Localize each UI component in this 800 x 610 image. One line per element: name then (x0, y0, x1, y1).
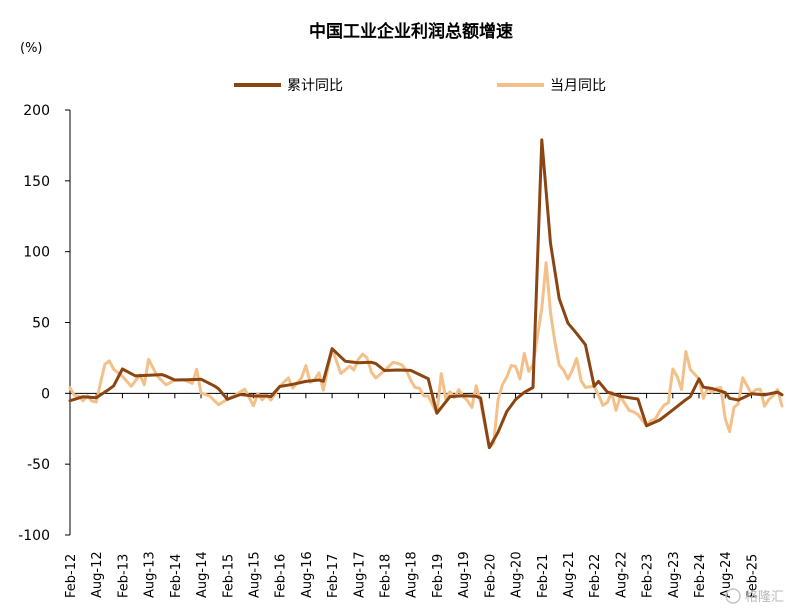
x-tick-label: Aug-24 (719, 551, 734, 598)
x-tick-label: Feb-22 (588, 554, 603, 598)
x-tick-label: Aug-21 (562, 551, 577, 598)
x-tick-label: Feb-16 (274, 554, 289, 598)
chart-title: 中国工业企业利润总额增速 (309, 21, 513, 42)
series-line-cumulative (68, 138, 784, 450)
watermark: 格隆汇 (725, 588, 784, 605)
x-tick-label: Aug-17 (352, 551, 367, 598)
x-tick-label: Feb-13 (116, 554, 131, 598)
x-tick-label: Aug-23 (667, 551, 682, 598)
x-tick-label: Feb-15 (221, 554, 236, 598)
y-tick-label: 50 (32, 316, 50, 332)
series-line-monthly (68, 261, 784, 450)
x-tick-label: Feb-18 (379, 554, 394, 598)
x-tick-label: Aug-22 (614, 551, 629, 598)
x-tick-label: Aug-16 (300, 551, 315, 598)
y-tick-label: 200 (23, 103, 50, 119)
y-unit-label: (%) (20, 41, 43, 56)
x-tick-label: Feb-20 (483, 554, 498, 598)
x-axis: Feb-12 Aug-12 Feb-13 Aug-13 Feb-14 Aug-14 Feb-… (64, 392, 782, 598)
legend: 累计同比 当月同比 (234, 78, 606, 94)
x-tick-label: Feb-17 (326, 554, 341, 598)
legend-label-monthly: 当月同比 (550, 78, 606, 94)
x-tick-label: Aug-20 (510, 551, 525, 598)
x-tick-label: Feb-25 (745, 554, 760, 598)
y-axis: 200 150 100 50 0 -50 -100 (18, 103, 71, 544)
watermark-text: 格隆汇 (745, 589, 784, 605)
y-tick-label: 100 (23, 245, 50, 261)
x-tick-label: Feb-23 (641, 554, 656, 598)
x-tick-label: Aug-15 (247, 551, 262, 598)
x-tick-label: Aug-14 (195, 551, 210, 598)
watermark-logo-icon (725, 588, 741, 604)
x-tick-label: Aug-12 (90, 551, 105, 598)
y-tick-label: 150 (23, 174, 50, 190)
x-tick-label: Aug-13 (143, 551, 158, 598)
y-tick-label: 0 (41, 386, 50, 402)
x-tick-label: Feb-21 (536, 554, 551, 598)
x-tick-label: Aug-18 (405, 551, 420, 598)
series-layer (68, 138, 784, 450)
x-tick-label: Feb-24 (693, 554, 708, 598)
y-tick-label: -50 (27, 457, 50, 473)
x-tick-label: Feb-19 (431, 554, 446, 598)
x-tick-label: Feb-14 (169, 554, 184, 598)
legend-label-cumulative: 累计同比 (287, 78, 343, 94)
x-tick-label: Aug-19 (457, 551, 472, 598)
x-tick-label: Feb-12 (64, 554, 79, 598)
y-tick-label: -100 (18, 528, 50, 544)
